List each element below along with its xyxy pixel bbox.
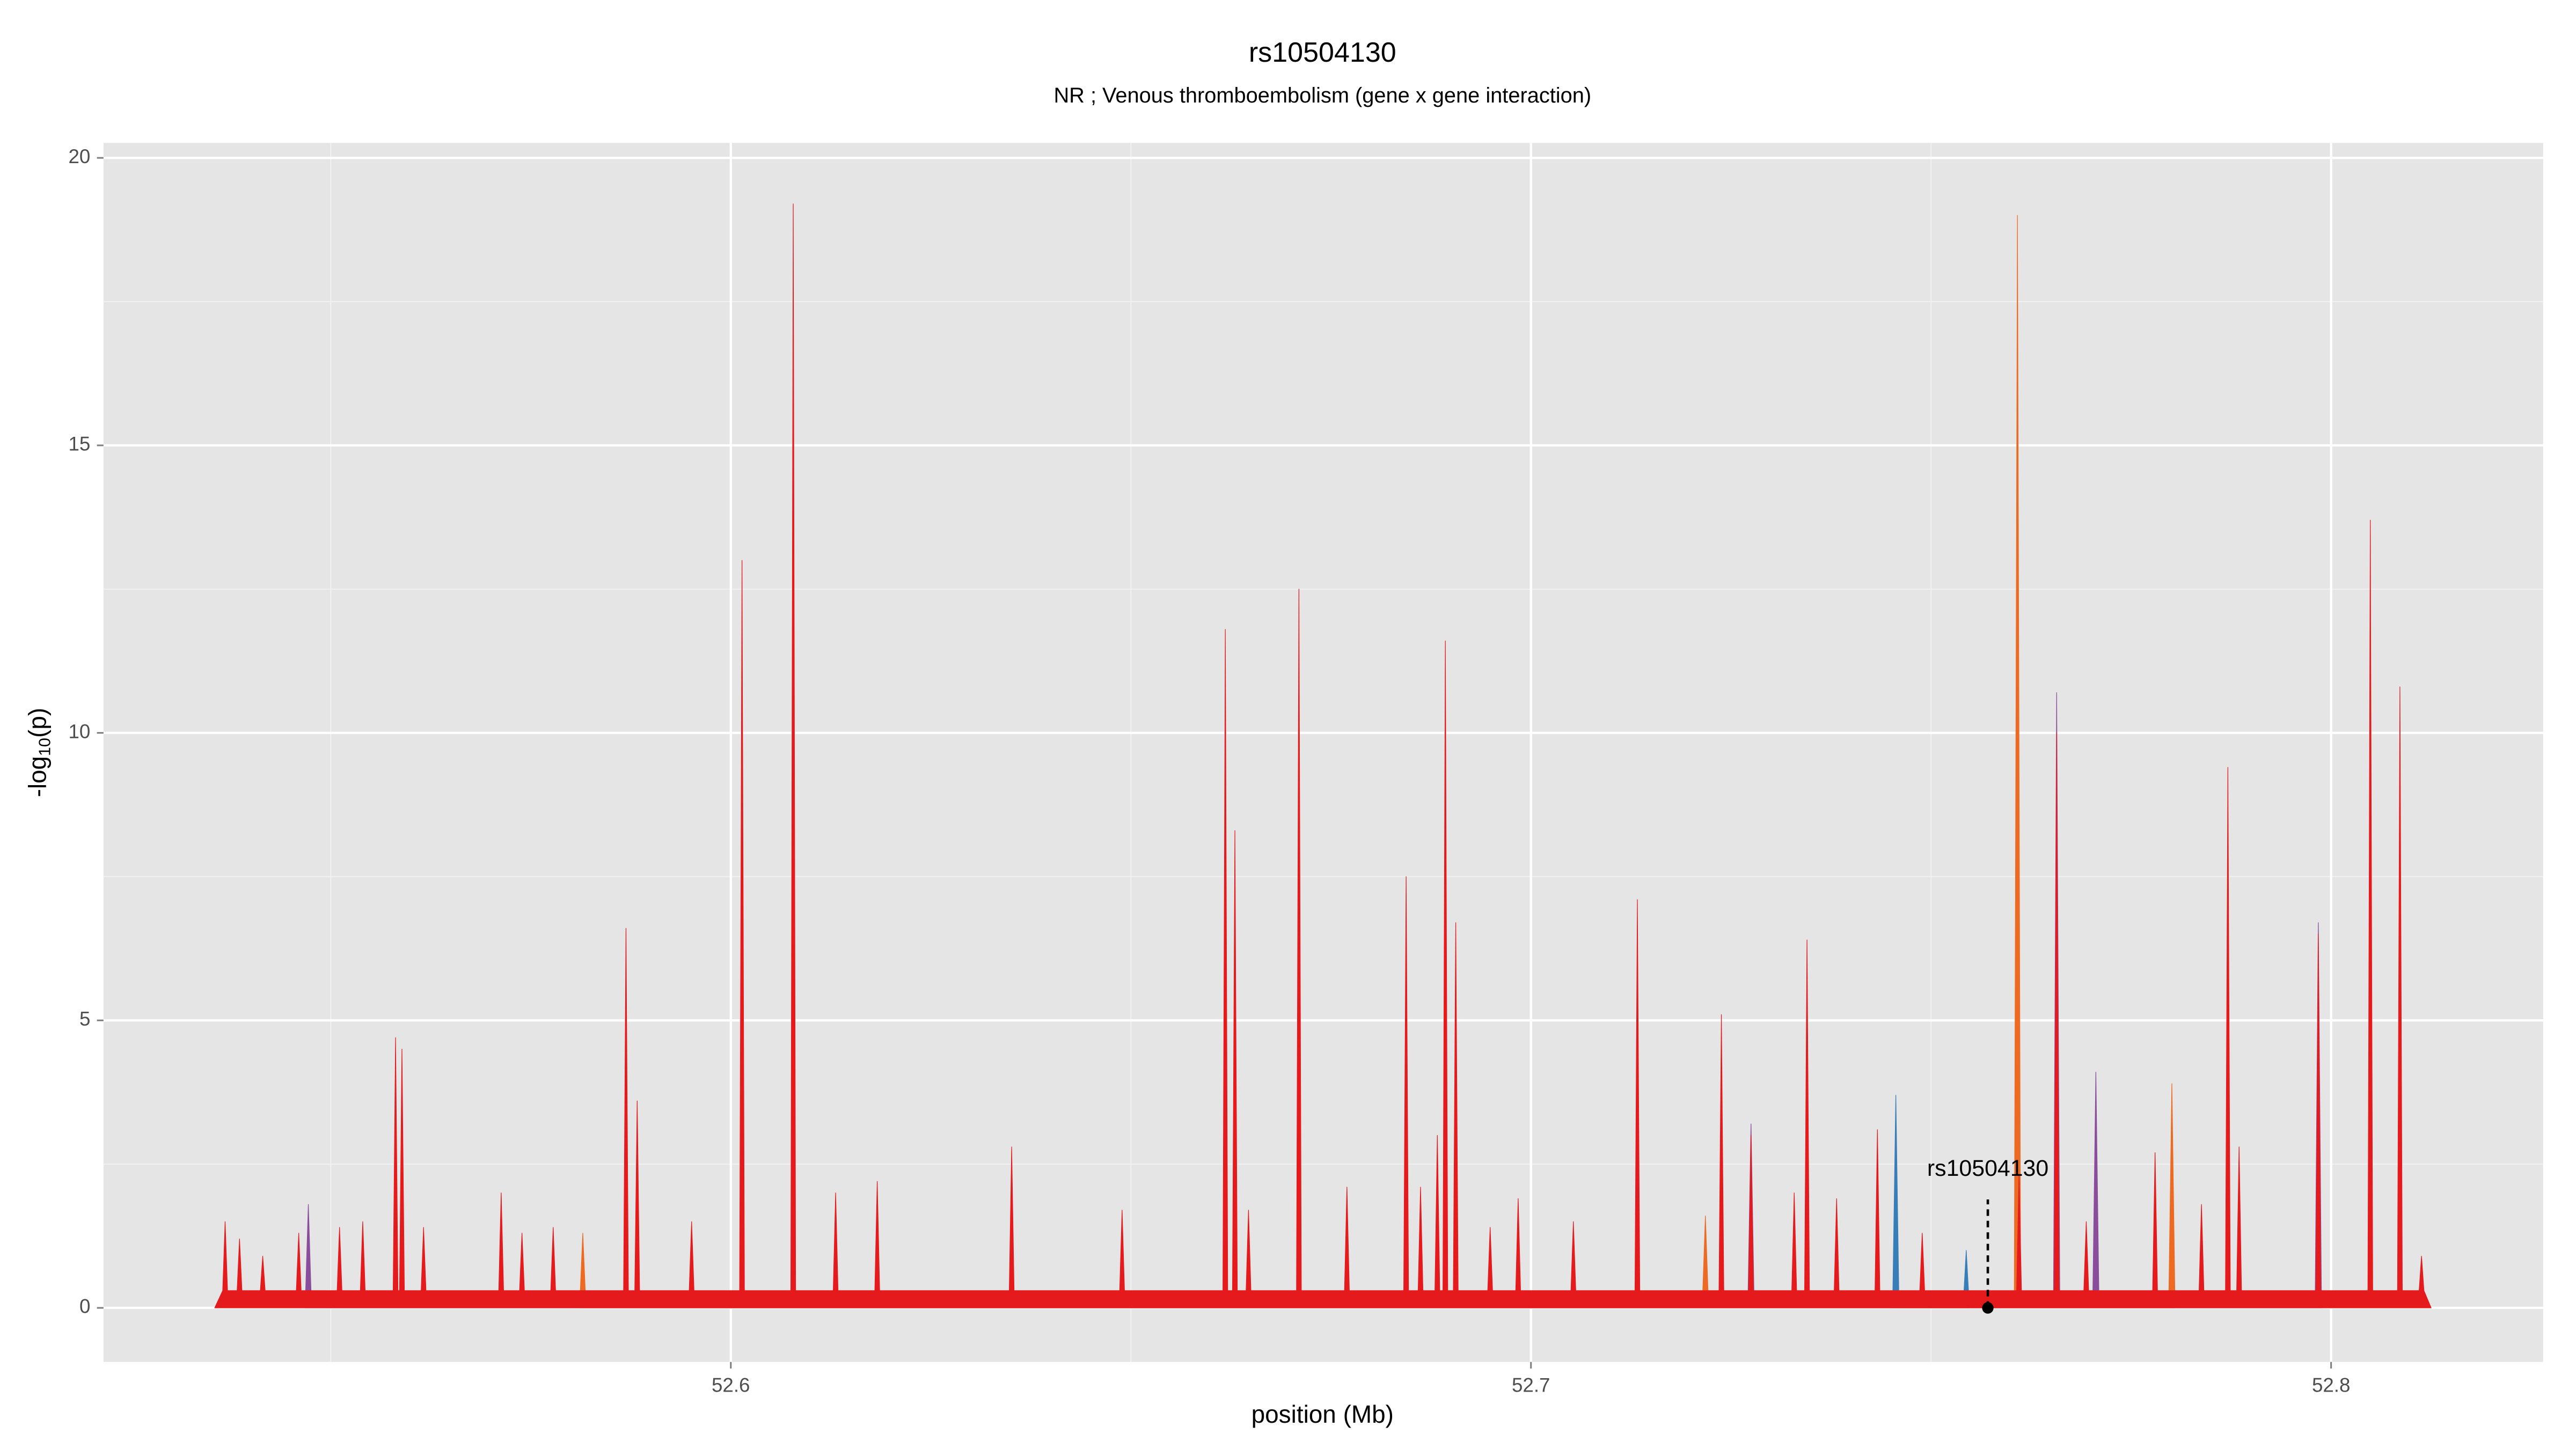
annotation-label: rs10504130 [1927, 1155, 2048, 1181]
annotation-point [1982, 1302, 1994, 1314]
y-label-part: (p) [24, 708, 52, 738]
area [214, 203, 2432, 1308]
chart-title: rs10504130 [1249, 37, 1396, 68]
y-label-part: -log [24, 756, 52, 797]
y-tick-label: 15 [69, 433, 91, 455]
y-axis-label: -log10(p) [24, 708, 54, 797]
chart-subtitle: NR ; Venous thromboembolism (gene x gene… [1053, 84, 1591, 107]
x-tick-label: 52.6 [712, 1374, 750, 1396]
x-tick-label: 52.8 [2312, 1374, 2350, 1396]
x-axis-label: position (Mb) [1252, 1400, 1394, 1428]
y-tick-label: 5 [79, 1008, 90, 1030]
y-tick-label: 0 [79, 1296, 90, 1318]
y-tick-label: 20 [69, 145, 91, 167]
plot-panel [103, 143, 2543, 1362]
y-tick-label: 10 [69, 720, 91, 742]
y-label-subscript: 10 [36, 738, 54, 756]
x-tick-label: 52.7 [1512, 1374, 1550, 1396]
